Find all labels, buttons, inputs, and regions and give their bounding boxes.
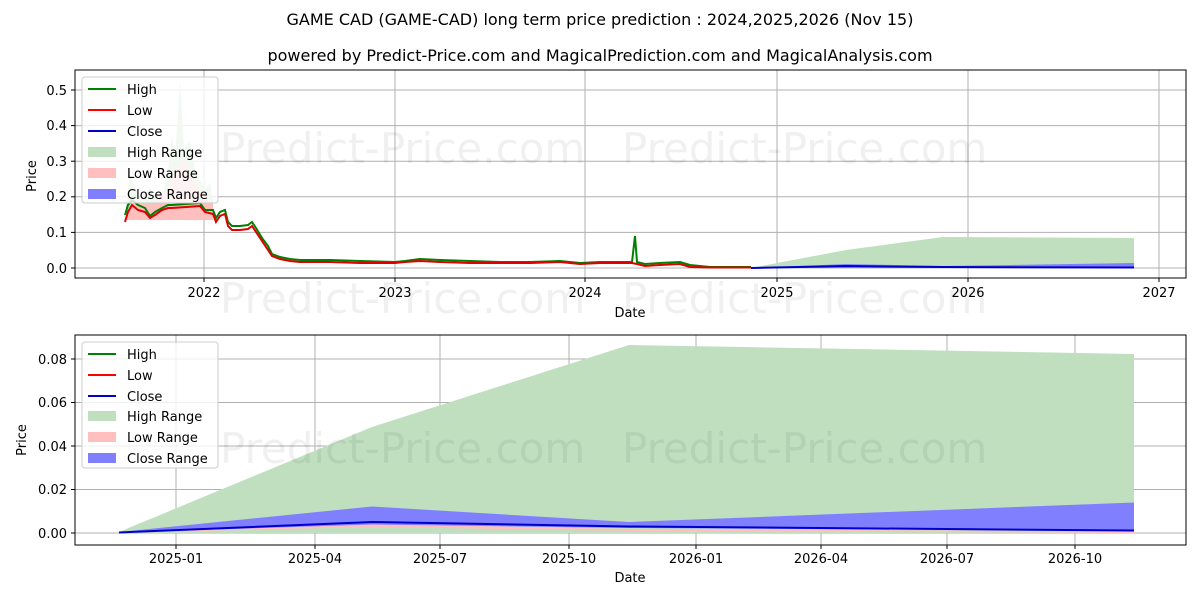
- chart-subtitle: powered by Predict-Price.com and Magical…: [267, 46, 933, 65]
- xtick-label: 2026-07: [920, 552, 974, 567]
- ytick-label: 0.06: [38, 396, 67, 411]
- legend-close-range: Close Range: [127, 452, 208, 467]
- xtick-label: 2022: [187, 286, 220, 301]
- chart-title: GAME CAD (GAME-CAD) long term price pred…: [286, 10, 914, 29]
- ytick-label: 0.08: [38, 353, 67, 368]
- legend-close-range: Close Range: [127, 188, 208, 203]
- legend-low: Low: [127, 104, 153, 119]
- watermark: Predict-Price.com: [622, 274, 987, 323]
- top-yticks: [71, 89, 75, 269]
- xtick-label: 2024: [568, 286, 601, 301]
- xtick-label: 2026-04: [794, 552, 848, 567]
- legend-close: Close: [127, 390, 162, 405]
- low-range-area: [119, 524, 1134, 533]
- xtick-label: 2025-07: [413, 552, 467, 567]
- top-x-axis-label: Date: [614, 306, 645, 321]
- top-y-axis-label: Price: [25, 160, 40, 192]
- xtick-label: 2025-01: [149, 552, 203, 567]
- close-range-area: [119, 502, 1134, 533]
- xtick-label: 2026-10: [1048, 552, 1102, 567]
- xtick-label: 2027: [1142, 286, 1175, 301]
- ytick-label: 0.1: [46, 226, 67, 241]
- bottom-yticks: [71, 358, 75, 534]
- legend-high-range-swatch: [88, 147, 116, 157]
- ytick-label: 0.5: [46, 84, 67, 99]
- ytick-label: 0.04: [38, 440, 67, 455]
- legend-close-range-swatch: [88, 453, 116, 463]
- high-range-area: [751, 237, 1134, 268]
- legend-close: Close: [127, 125, 162, 140]
- xtick-label: 2026: [951, 286, 984, 301]
- top-legend: High Low Close High Range Low Range Clos…: [81, 76, 219, 204]
- legend-high-range: High Range: [127, 410, 202, 425]
- bottom-y-axis-label: Price: [15, 424, 30, 456]
- xtick-label: 2026-01: [669, 552, 723, 567]
- ytick-label: 0.00: [38, 527, 67, 542]
- xtick-label: 2023: [378, 286, 411, 301]
- legend-high: High: [127, 348, 157, 363]
- xtick-label: 2025-04: [288, 552, 342, 567]
- ytick-label: 0.02: [38, 483, 67, 498]
- ytick-label: 0.0: [46, 262, 67, 277]
- ytick-label: 0.2: [46, 190, 67, 205]
- watermark: Predict-Price.com: [622, 424, 987, 473]
- low-line: [124, 203, 751, 269]
- legend-low-range-swatch: [88, 432, 116, 442]
- bottom-axes-frame: [74, 334, 1187, 546]
- legend-low: Low: [127, 369, 153, 384]
- xtick-label: 2025: [760, 286, 793, 301]
- watermark: Predict-Price.com: [220, 124, 585, 173]
- close-forecast-line: [750, 264, 1135, 269]
- watermark: Predict-Price.com: [220, 274, 585, 323]
- bottom-xticks: [175, 545, 1076, 549]
- legend-high: High: [127, 83, 157, 98]
- watermark: Predict-Price.com: [220, 424, 585, 473]
- ytick-label: 0.3: [46, 155, 67, 170]
- legend-high-range-swatch: [88, 411, 116, 421]
- legend-low-range: Low Range: [127, 167, 198, 182]
- close-line: [118, 520, 1135, 534]
- top-xticks: [203, 278, 1160, 282]
- bottom-x-axis-label: Date: [614, 571, 645, 586]
- legend-low-range: Low Range: [127, 431, 198, 446]
- high-line: [124, 198, 751, 268]
- xtick-label: 2025-10: [542, 552, 596, 567]
- top-axes-frame: [74, 69, 1187, 279]
- watermark: Predict-Price.com: [622, 124, 987, 173]
- high-range-area: [119, 345, 1134, 533]
- ytick-label: 0.4: [46, 119, 67, 134]
- legend-high-range: High Range: [127, 146, 202, 161]
- legend-close-range-swatch: [88, 189, 116, 199]
- legend-low-range-swatch: [88, 168, 116, 178]
- top-grid: [75, 70, 1186, 278]
- bottom-legend: High Low Close High Range Low Range Clos…: [81, 341, 219, 469]
